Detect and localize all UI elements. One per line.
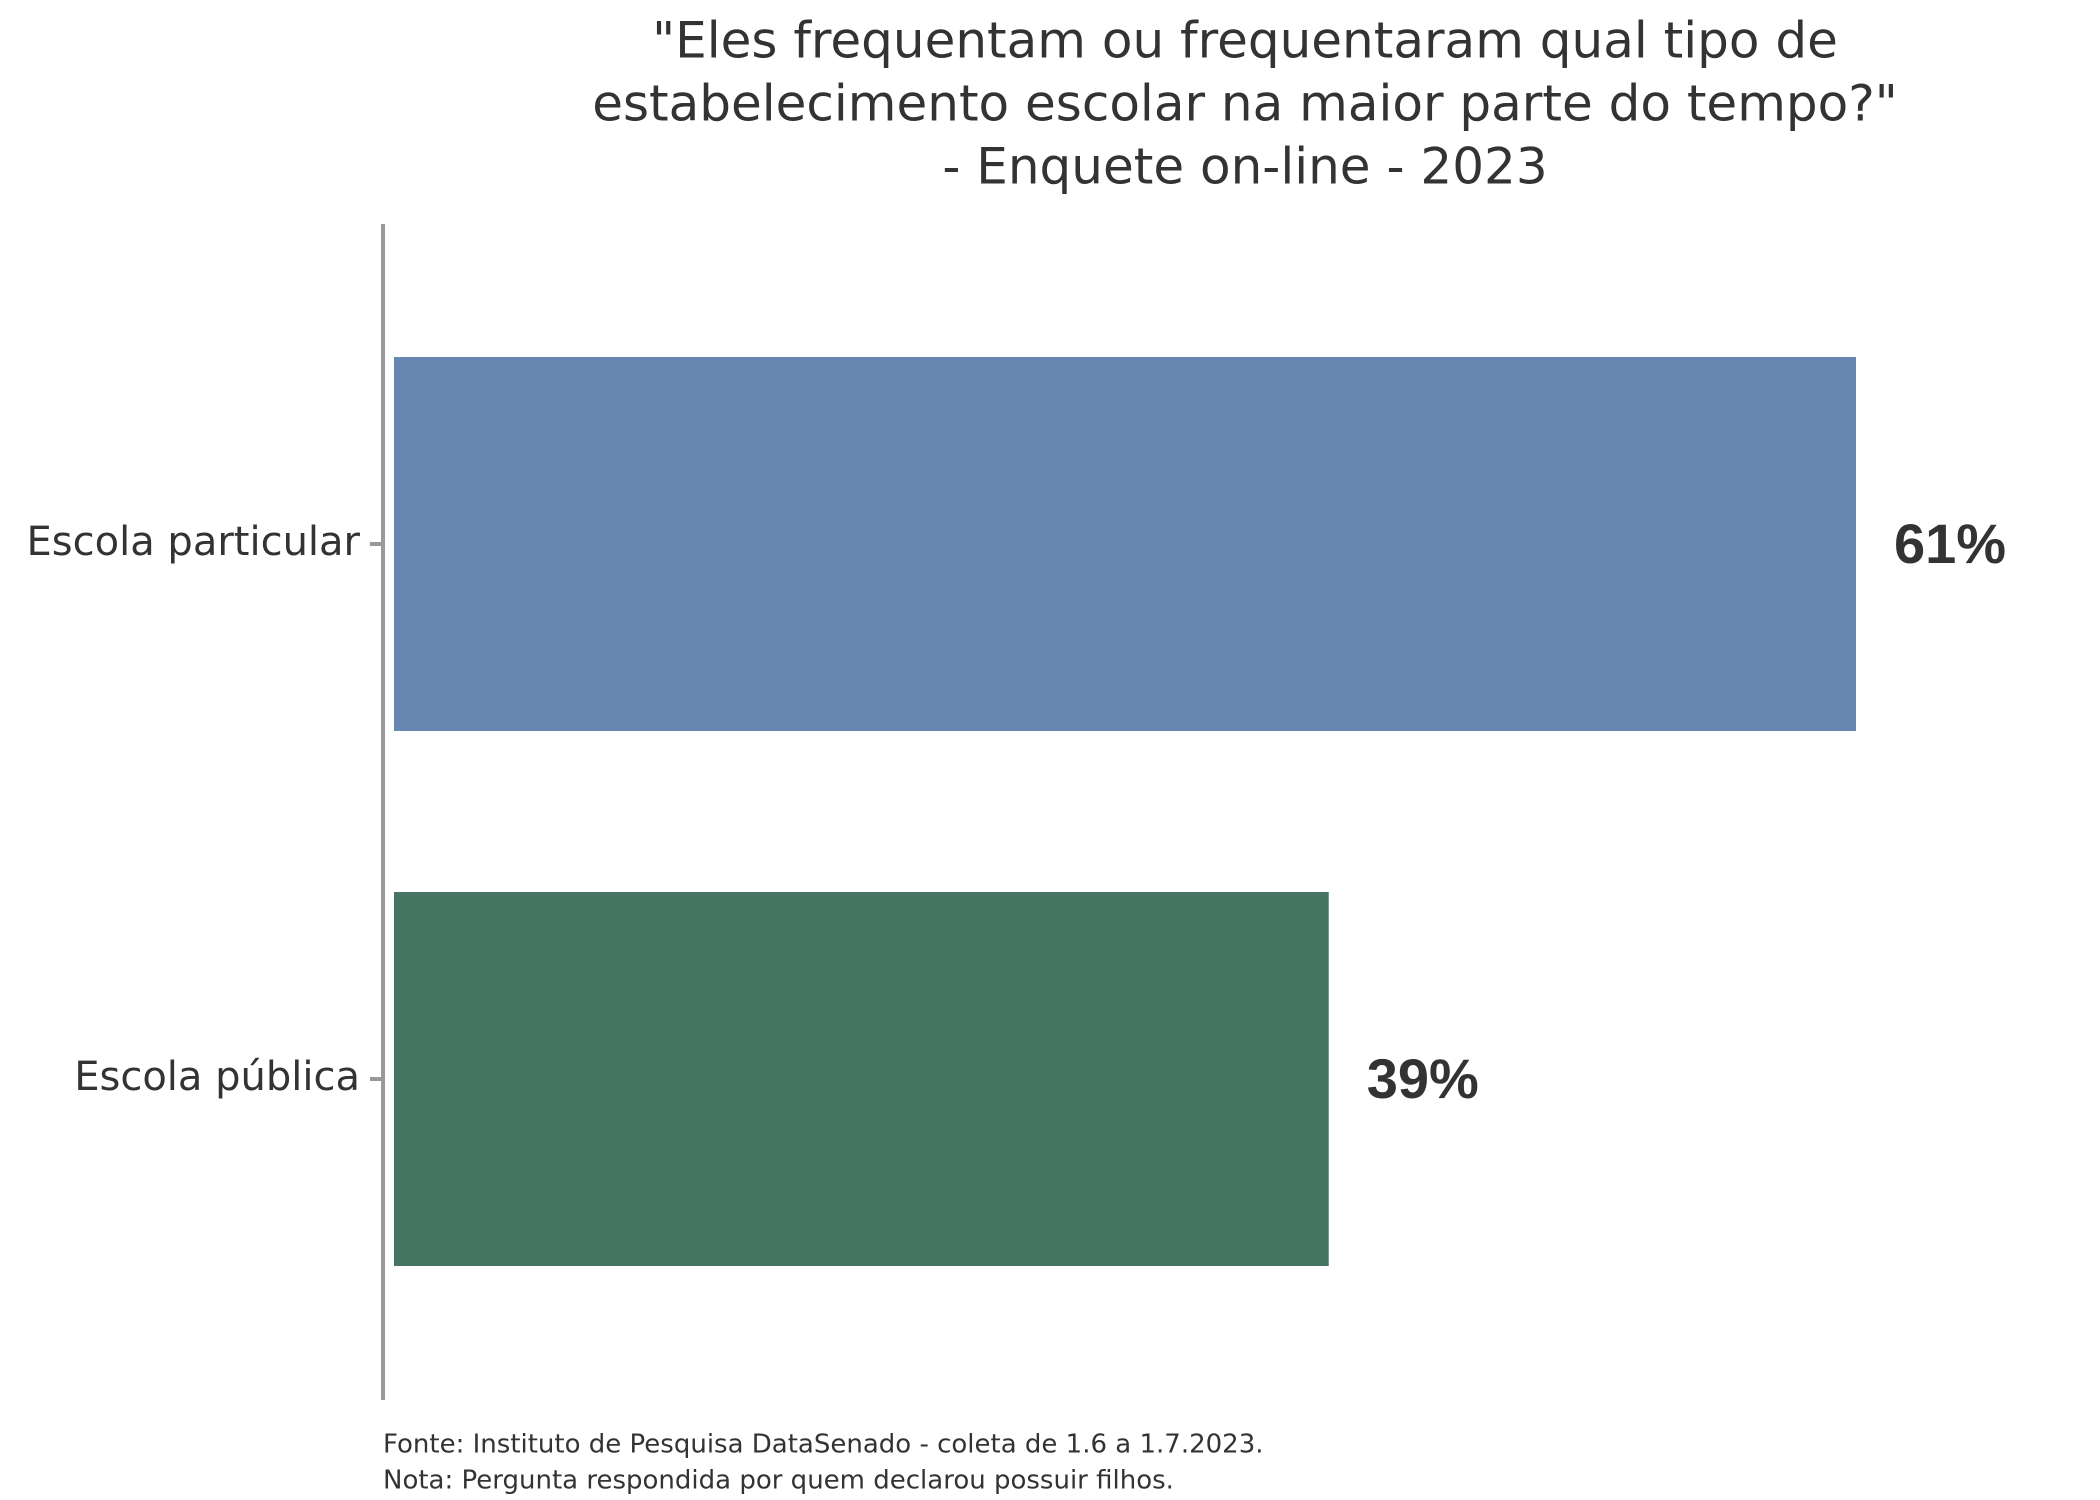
value-label: 61% xyxy=(1894,512,2006,575)
bar xyxy=(394,892,1329,1266)
chart-title: - Enquete on-line - 2023 xyxy=(942,138,1547,196)
footnote: Fonte: Instituto de Pesquisa DataSenado … xyxy=(383,1430,1264,1460)
value-label: 39% xyxy=(1367,1047,1479,1110)
y-tick-label: Escola particular xyxy=(27,519,361,565)
bar xyxy=(394,357,1856,731)
chart-title: estabelecimento escolar na maior parte d… xyxy=(592,75,1898,133)
chart-title: "Eles frequentam ou frequentaram qual ti… xyxy=(652,12,1838,70)
footnote: Nota: Pergunta respondida por quem decla… xyxy=(383,1466,1174,1496)
y-tick-label: Escola pública xyxy=(74,1054,360,1100)
